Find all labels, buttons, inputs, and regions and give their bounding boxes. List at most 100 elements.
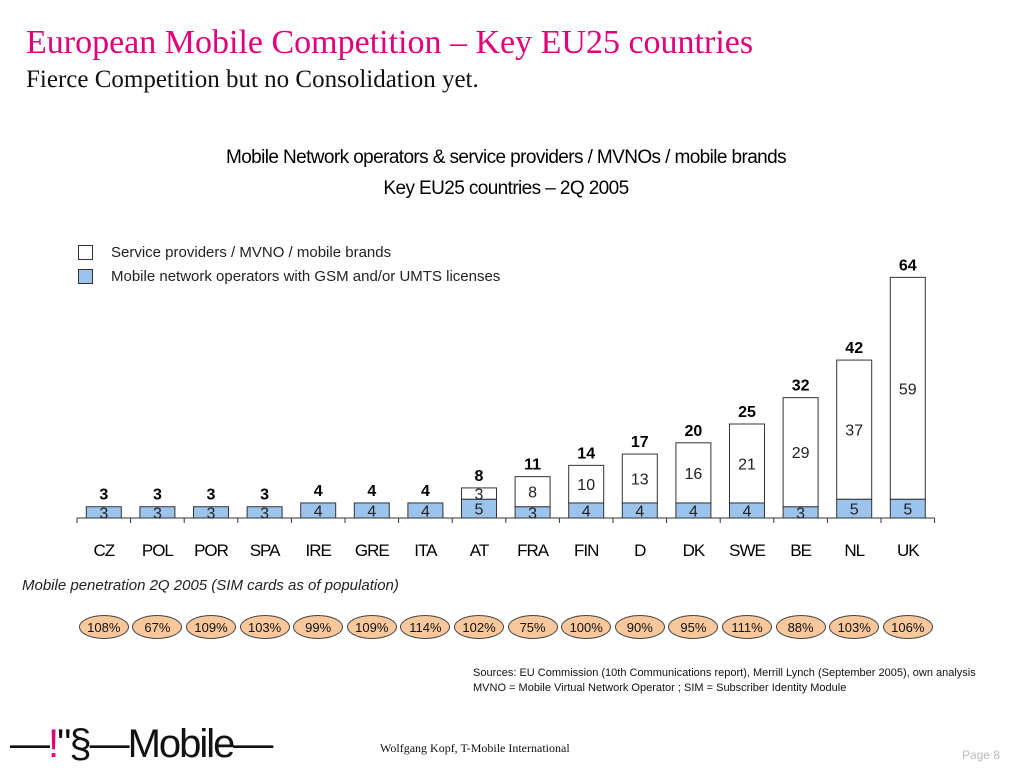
bar-value-label: 4 xyxy=(582,503,591,520)
category-label: AT xyxy=(470,541,489,560)
bar-value-label: 3 xyxy=(207,505,216,522)
logo-dash: — xyxy=(10,722,50,766)
category-label: SWE xyxy=(729,541,765,560)
bar-total-label: 4 xyxy=(421,483,430,500)
bar-value-label: 4 xyxy=(421,503,430,520)
slide-title: European Mobile Competition – Key EU25 c… xyxy=(26,24,754,61)
bar-value-label: 29 xyxy=(792,445,810,462)
bar-total-label: 3 xyxy=(153,487,162,504)
legend-swatch-service-providers xyxy=(78,245,93,260)
bar-segment-operators xyxy=(353,502,390,519)
chart-title-line2: Key EU25 countries – 2Q 2005 xyxy=(383,178,629,199)
category-label: DK xyxy=(683,541,706,560)
penetration-value: 90% xyxy=(614,615,665,639)
bar-value-label: 4 xyxy=(743,503,752,520)
legend-swatch-network-operators xyxy=(78,269,93,284)
penetration-value: 88% xyxy=(775,615,826,639)
page-number: Page 8 xyxy=(961,748,1000,762)
slide-subtitle: Fierce Competition but no Consolidation … xyxy=(26,66,479,93)
penetration-title: Mobile penetration 2Q 2005 (SIM cards as… xyxy=(22,577,399,594)
bar-total-label: 64 xyxy=(899,257,917,274)
bar-segment-operators xyxy=(407,502,444,519)
category-label: POL xyxy=(142,541,174,560)
penetration-value: 100% xyxy=(561,615,612,639)
legend-item-network-operators: Mobile network operators with GSM and/or… xyxy=(78,268,500,285)
bar-segment-service-providers xyxy=(889,276,926,500)
bar-segment-service-providers xyxy=(675,442,712,504)
bar-segment-operators xyxy=(193,506,229,519)
bar-total-label: 3 xyxy=(260,487,269,504)
logo-mark: ! xyxy=(48,722,59,766)
bar-segment-service-providers xyxy=(461,487,497,500)
bar-value-label: 4 xyxy=(635,503,644,520)
legend-label-network-operators: Mobile network operators with GSM and/or… xyxy=(111,268,501,285)
bar-value-label: 5 xyxy=(903,502,912,519)
penetration-value: 109% xyxy=(186,615,236,639)
category-label: FIN xyxy=(574,541,598,560)
definitions-text: MVNO = Mobile Virtual Network Operator ;… xyxy=(473,682,847,694)
bar-segment-service-providers xyxy=(621,453,658,504)
category-label: D xyxy=(634,541,646,560)
bar-segment-service-providers xyxy=(782,397,819,508)
bar-value-label: 5 xyxy=(475,502,484,519)
bar-total-label: 3 xyxy=(99,487,108,504)
bar-segment-service-providers xyxy=(514,476,551,508)
footer-author: Wolfgang Kopf, T-Mobile International xyxy=(380,741,570,755)
bar-segment-operators xyxy=(246,506,283,519)
bar-total-label: 4 xyxy=(367,483,376,500)
penetration-value: 103% xyxy=(829,615,880,639)
bar-segment-operators xyxy=(139,506,176,519)
category-label: POR xyxy=(194,541,229,560)
penetration-value: 111% xyxy=(722,615,772,639)
penetration-value: 109% xyxy=(346,615,397,639)
category-label: CZ xyxy=(93,541,114,560)
category-label: FRA xyxy=(517,541,550,560)
bar-value-label: 3 xyxy=(99,505,108,522)
bar-total-label: 4 xyxy=(314,483,323,500)
bar-value-label: 16 xyxy=(685,466,703,483)
penetration-value: 108% xyxy=(78,615,129,639)
bar-total-label: 11 xyxy=(524,457,541,474)
category-label: IRE xyxy=(306,541,332,560)
bar-total-label: 3 xyxy=(207,487,216,504)
category-label: NL xyxy=(844,541,864,560)
bar-value-label: 3 xyxy=(153,505,162,522)
category-label: BE xyxy=(790,541,811,560)
bar-value-label: 3 xyxy=(796,505,805,522)
logo-text: "§—Mobile— xyxy=(57,722,273,766)
bar-total-label: 32 xyxy=(792,378,810,395)
bar-segment-operators xyxy=(85,506,122,519)
bar-total-label: 17 xyxy=(631,434,649,451)
penetration-value: 103% xyxy=(239,615,290,639)
penetration-value: 102% xyxy=(454,615,504,639)
category-label: SPA xyxy=(250,541,281,560)
bar-value-label: 37 xyxy=(845,423,863,440)
category-label: ITA xyxy=(414,541,438,560)
bar-total-label: 25 xyxy=(738,404,756,421)
bar-value-label: 3 xyxy=(475,487,484,504)
penetration-value: 95% xyxy=(668,615,719,639)
legend-item-service-providers: Service providers / MVNO / mobile brands xyxy=(78,244,391,261)
chart-title-line1: Mobile Network operators & service provi… xyxy=(225,147,787,168)
penetration-value: 99% xyxy=(293,615,344,639)
penetration-value: 114% xyxy=(400,615,451,639)
t-mobile-logo: —!"§—Mobile— xyxy=(10,722,273,767)
category-label: UK xyxy=(897,541,920,560)
bar-value-label: 59 xyxy=(899,381,917,398)
bar-segment-service-providers xyxy=(729,423,765,504)
bar-value-label: 3 xyxy=(260,505,269,522)
bar-total-label: 8 xyxy=(475,468,484,485)
bar-segment-operators xyxy=(300,502,337,519)
bar-total-label: 42 xyxy=(845,340,863,357)
bar-segment-service-providers xyxy=(836,359,873,500)
bar-value-label: 4 xyxy=(367,503,376,520)
bar-value-label: 4 xyxy=(314,503,323,520)
bar-value-label: 10 xyxy=(577,477,595,494)
bar-value-label: 21 xyxy=(738,456,756,473)
bar-total-label: 14 xyxy=(577,445,595,462)
bar-segment-service-providers xyxy=(568,464,605,504)
bar-value-label: 8 xyxy=(528,485,537,502)
penetration-value: 75% xyxy=(507,615,558,639)
bar-value-label: 5 xyxy=(850,502,859,519)
bar-value-label: 3 xyxy=(528,505,537,522)
